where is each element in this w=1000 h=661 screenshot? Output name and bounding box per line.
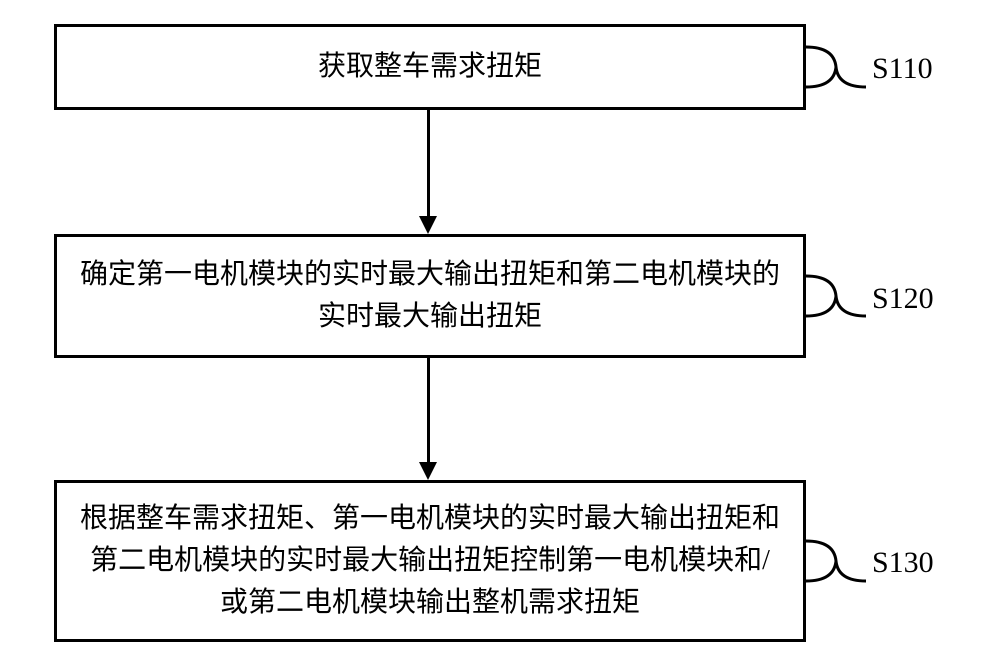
flowchart-step-1: 获取整车需求扭矩 — [54, 24, 806, 110]
flowchart-step-3: 根据整车需求扭矩、第一电机模块的实时最大输出扭矩和第二电机模块的实时最大输出扭矩… — [54, 480, 806, 642]
arrow-1-line — [427, 110, 430, 218]
step-3-text: 根据整车需求扭矩、第一电机模块的实时最大输出扭矩和第二电机模块的实时最大输出扭矩… — [77, 498, 783, 624]
bracket-connector-3 — [806, 536, 872, 586]
step-2-label: S120 — [872, 282, 934, 316]
step-1-label: S110 — [872, 52, 933, 86]
step-2-text: 确定第一电机模块的实时最大输出扭矩和第二电机模块的实时最大输出扭矩 — [77, 254, 783, 338]
step-3-label: S130 — [872, 546, 934, 580]
arrow-2-line — [427, 358, 430, 464]
flowchart-step-2: 确定第一电机模块的实时最大输出扭矩和第二电机模块的实时最大输出扭矩 — [54, 234, 806, 358]
arrow-1-head — [419, 216, 437, 234]
arrow-2-head — [419, 462, 437, 480]
bracket-connector-1 — [806, 42, 872, 92]
bracket-connector-2 — [806, 271, 872, 321]
step-1-text: 获取整车需求扭矩 — [318, 46, 542, 88]
